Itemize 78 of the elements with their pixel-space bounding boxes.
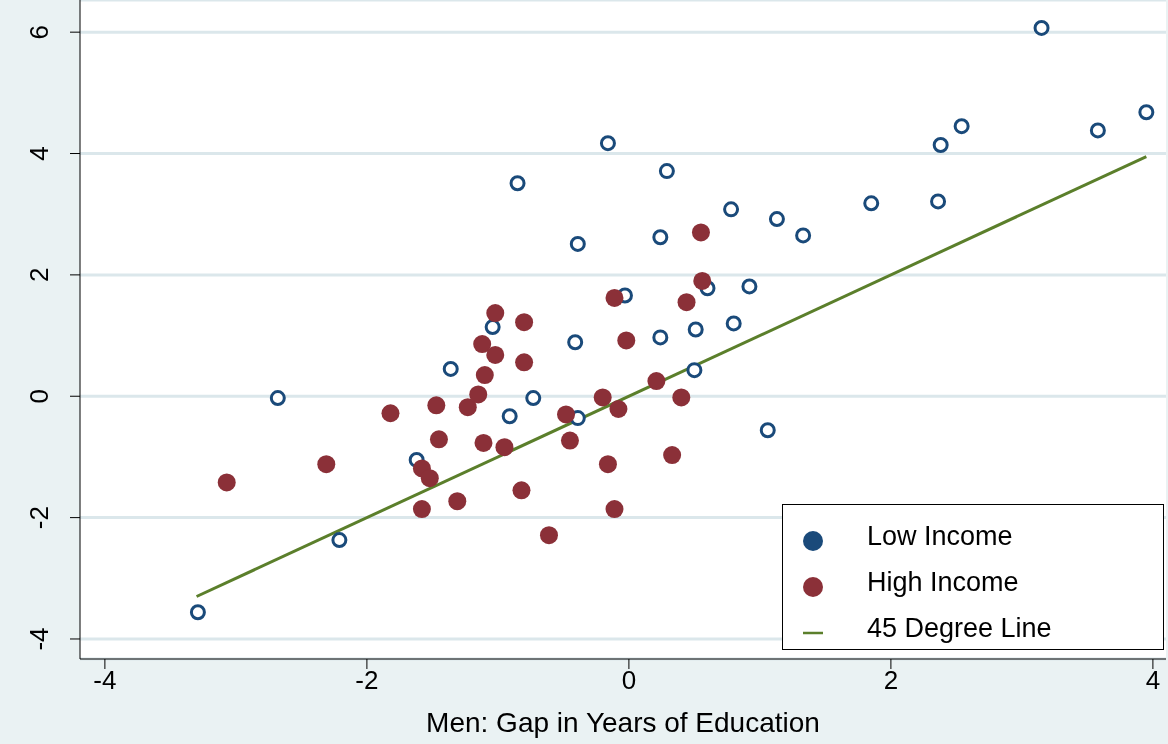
point xyxy=(509,175,526,192)
y-tick-label: -2 xyxy=(24,506,54,530)
point xyxy=(381,404,400,423)
point xyxy=(560,431,579,450)
point xyxy=(557,405,576,424)
point xyxy=(768,211,785,228)
point xyxy=(759,422,776,439)
point xyxy=(677,293,696,312)
point xyxy=(609,399,628,418)
point xyxy=(1033,19,1050,36)
point xyxy=(475,366,494,385)
point xyxy=(420,469,439,488)
point xyxy=(512,481,531,500)
point xyxy=(217,473,236,492)
point xyxy=(189,604,206,621)
point xyxy=(486,345,505,364)
point xyxy=(427,396,446,415)
point xyxy=(795,227,812,244)
point xyxy=(442,360,459,377)
point xyxy=(495,438,514,457)
x-tick-label: -2 xyxy=(355,665,379,696)
point xyxy=(598,455,617,474)
point xyxy=(525,390,542,407)
point xyxy=(412,500,431,519)
point xyxy=(474,433,493,452)
point xyxy=(1138,104,1155,121)
point xyxy=(930,193,947,210)
point xyxy=(617,331,636,350)
point xyxy=(605,500,624,519)
point xyxy=(663,446,682,465)
point xyxy=(693,271,712,290)
point xyxy=(569,235,586,252)
point xyxy=(473,335,492,354)
point xyxy=(515,353,534,372)
point xyxy=(567,334,584,351)
legend-label: 45 Degree Line xyxy=(867,613,1052,643)
point xyxy=(725,315,742,332)
y-tick-label: 4 xyxy=(24,146,54,161)
y-tick-label: 2 xyxy=(24,267,54,283)
point xyxy=(317,455,336,474)
point xyxy=(331,532,348,549)
point xyxy=(448,492,467,511)
point xyxy=(723,201,740,218)
point xyxy=(593,388,612,407)
point xyxy=(953,118,970,135)
point xyxy=(687,321,704,338)
point xyxy=(515,313,534,332)
point xyxy=(647,372,666,391)
point xyxy=(269,390,286,407)
point xyxy=(652,329,669,346)
point xyxy=(741,278,758,295)
point xyxy=(469,385,488,404)
y-tick-label: -4 xyxy=(24,627,54,651)
point xyxy=(863,195,880,212)
x-tick-label: -4 xyxy=(93,665,117,696)
point xyxy=(932,137,949,154)
y-tick-label: 6 xyxy=(24,24,54,40)
point xyxy=(429,430,448,449)
point xyxy=(486,304,505,323)
point xyxy=(599,135,616,152)
x-tick-label: 2 xyxy=(883,665,899,696)
legend-label: High Income xyxy=(867,567,1019,597)
point xyxy=(672,388,691,407)
point xyxy=(1089,122,1106,139)
point xyxy=(605,288,624,307)
legend-label: Low Income xyxy=(867,521,1013,551)
x-tick-label: 0 xyxy=(621,665,637,696)
y-tick-label: 0 xyxy=(24,389,54,404)
point xyxy=(686,362,703,379)
x-axis-title: Men: Gap in Years of Education xyxy=(426,707,820,738)
point xyxy=(652,229,669,246)
point xyxy=(458,398,477,417)
point xyxy=(658,163,675,180)
point xyxy=(539,526,558,545)
point xyxy=(501,408,518,425)
point xyxy=(691,223,710,242)
x-tick-label: 4 xyxy=(1145,665,1161,696)
point xyxy=(484,319,501,336)
